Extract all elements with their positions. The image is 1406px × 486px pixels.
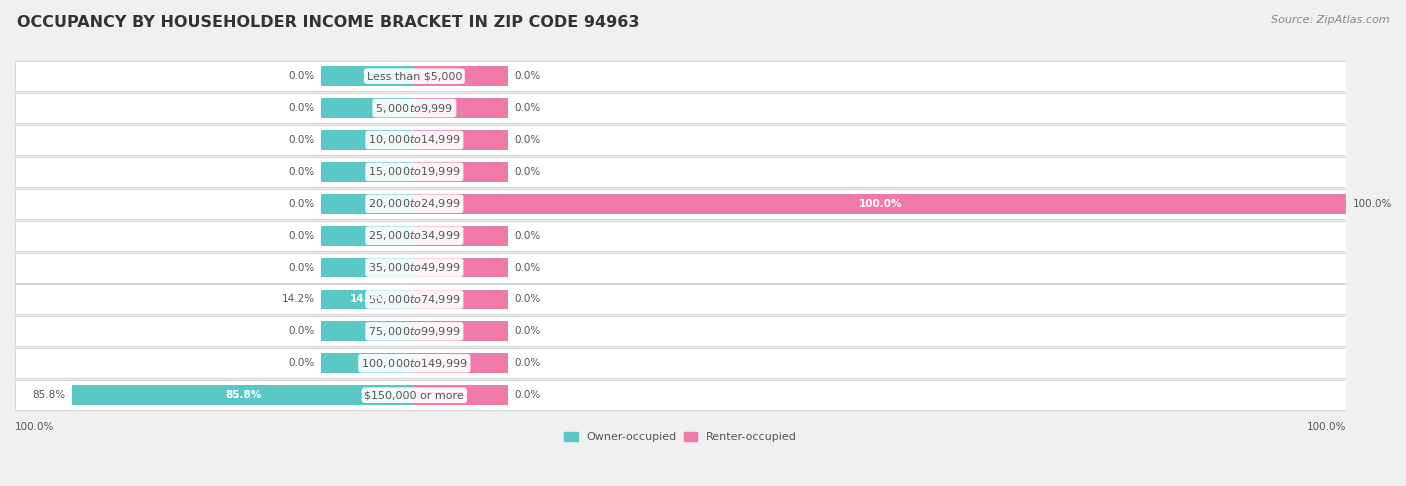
- Text: 0.0%: 0.0%: [288, 167, 315, 177]
- Bar: [415, 98, 508, 118]
- Text: 100.0%: 100.0%: [1353, 199, 1392, 209]
- Bar: [72, 385, 415, 405]
- Text: 85.8%: 85.8%: [225, 390, 262, 400]
- Bar: [415, 385, 508, 405]
- Text: $75,000 to $99,999: $75,000 to $99,999: [368, 325, 461, 338]
- Bar: [321, 130, 415, 150]
- Bar: [415, 258, 508, 278]
- Text: $25,000 to $34,999: $25,000 to $34,999: [368, 229, 461, 242]
- FancyBboxPatch shape: [15, 316, 1346, 347]
- Text: 0.0%: 0.0%: [288, 103, 315, 113]
- Bar: [415, 353, 508, 373]
- Bar: [321, 194, 415, 214]
- FancyBboxPatch shape: [15, 61, 1346, 91]
- Bar: [321, 98, 415, 118]
- FancyBboxPatch shape: [15, 189, 1346, 219]
- Text: 0.0%: 0.0%: [515, 71, 540, 81]
- Text: 100.0%: 100.0%: [859, 199, 903, 209]
- Text: $100,000 to $149,999: $100,000 to $149,999: [361, 357, 468, 370]
- Bar: [415, 66, 508, 86]
- Text: 14.2%: 14.2%: [281, 295, 315, 305]
- Bar: [415, 322, 508, 341]
- FancyBboxPatch shape: [15, 284, 1346, 314]
- Text: $150,000 or more: $150,000 or more: [364, 390, 464, 400]
- Text: 0.0%: 0.0%: [288, 71, 315, 81]
- Bar: [321, 162, 415, 182]
- Bar: [321, 353, 415, 373]
- Bar: [321, 66, 415, 86]
- Text: 0.0%: 0.0%: [515, 358, 540, 368]
- Bar: [415, 194, 1346, 214]
- Text: 0.0%: 0.0%: [515, 327, 540, 336]
- Text: 0.0%: 0.0%: [515, 135, 540, 145]
- FancyBboxPatch shape: [15, 125, 1346, 155]
- Text: 0.0%: 0.0%: [288, 358, 315, 368]
- FancyBboxPatch shape: [15, 157, 1346, 187]
- Text: 100.0%: 100.0%: [1306, 422, 1346, 433]
- Text: 0.0%: 0.0%: [288, 231, 315, 241]
- Bar: [321, 290, 415, 310]
- Text: 0.0%: 0.0%: [515, 103, 540, 113]
- Bar: [321, 322, 415, 341]
- Text: OCCUPANCY BY HOUSEHOLDER INCOME BRACKET IN ZIP CODE 94963: OCCUPANCY BY HOUSEHOLDER INCOME BRACKET …: [17, 15, 640, 30]
- Bar: [415, 130, 508, 150]
- Bar: [415, 226, 508, 245]
- Text: 0.0%: 0.0%: [288, 327, 315, 336]
- FancyBboxPatch shape: [15, 93, 1346, 123]
- Bar: [415, 290, 508, 310]
- Text: 0.0%: 0.0%: [515, 167, 540, 177]
- Text: $5,000 to $9,999: $5,000 to $9,999: [375, 102, 454, 115]
- Text: 0.0%: 0.0%: [515, 231, 540, 241]
- Text: $15,000 to $19,999: $15,000 to $19,999: [368, 165, 461, 178]
- Bar: [321, 226, 415, 245]
- Text: $20,000 to $24,999: $20,000 to $24,999: [368, 197, 461, 210]
- Text: $35,000 to $49,999: $35,000 to $49,999: [368, 261, 461, 274]
- Text: $10,000 to $14,999: $10,000 to $14,999: [368, 134, 461, 146]
- Text: 0.0%: 0.0%: [288, 135, 315, 145]
- Text: 0.0%: 0.0%: [515, 390, 540, 400]
- FancyBboxPatch shape: [15, 348, 1346, 378]
- FancyBboxPatch shape: [15, 253, 1346, 282]
- Text: 14.2%: 14.2%: [350, 295, 387, 305]
- Text: 100.0%: 100.0%: [15, 422, 55, 433]
- Text: 0.0%: 0.0%: [515, 295, 540, 305]
- Bar: [415, 162, 508, 182]
- Legend: Owner-occupied, Renter-occupied: Owner-occupied, Renter-occupied: [560, 427, 801, 447]
- Text: Source: ZipAtlas.com: Source: ZipAtlas.com: [1271, 15, 1389, 25]
- Text: Less than $5,000: Less than $5,000: [367, 71, 463, 81]
- Bar: [321, 258, 415, 278]
- Text: 0.0%: 0.0%: [515, 262, 540, 273]
- Text: 85.8%: 85.8%: [32, 390, 65, 400]
- FancyBboxPatch shape: [15, 380, 1346, 410]
- Text: $50,000 to $74,999: $50,000 to $74,999: [368, 293, 461, 306]
- Text: 0.0%: 0.0%: [288, 199, 315, 209]
- Text: 0.0%: 0.0%: [288, 262, 315, 273]
- FancyBboxPatch shape: [15, 221, 1346, 251]
